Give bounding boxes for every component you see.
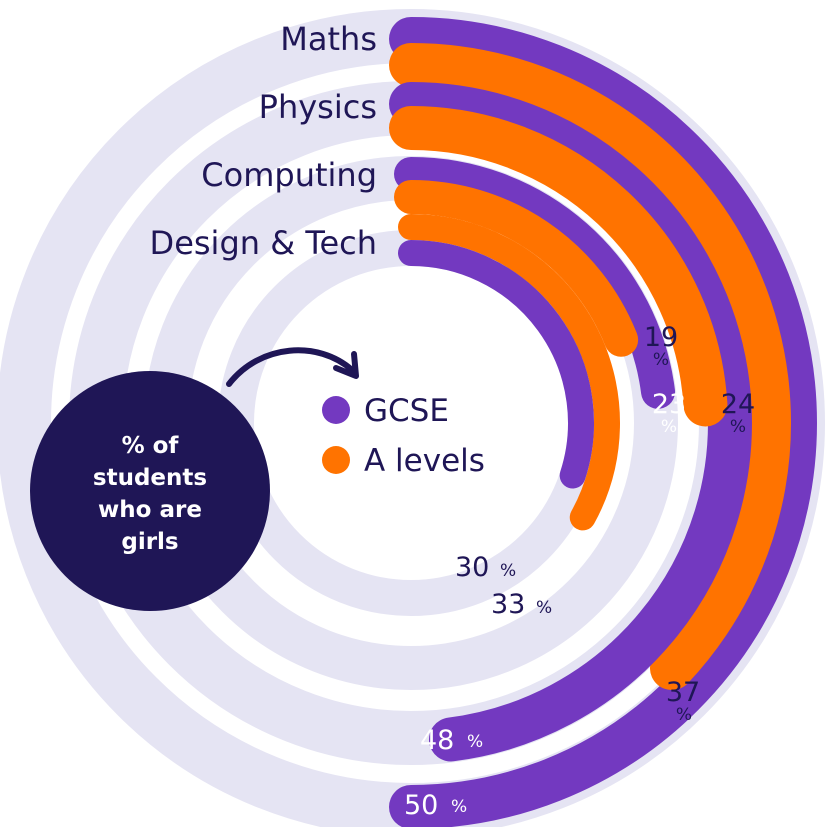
value-labels: 50 % 48 % 37 % 24 % 19 % 23 % 30 [404, 322, 755, 821]
arrow-icon [226, 347, 355, 387]
legend: GCSE A levels [322, 393, 485, 479]
bar-computing-alevels [394, 180, 639, 357]
value-label-physics-gcse: 48 % [420, 725, 483, 756]
value-number: 19 [644, 322, 678, 353]
value-unit: % [676, 705, 692, 725]
bar-physics-alevels [389, 106, 728, 427]
bar-design-tech-gcse [398, 240, 594, 489]
bar-computing-gcse [394, 157, 676, 409]
value-unit: % [467, 732, 483, 752]
legend-swatch-alevels [322, 446, 350, 474]
value-label-maths-gcse: 50 % [404, 790, 467, 821]
value-unit: % [536, 598, 552, 618]
category-label-maths: Maths [280, 20, 377, 58]
category-label-computing: Computing [201, 156, 377, 194]
value-number: 37 [666, 677, 700, 708]
value-unit: % [730, 417, 746, 437]
value-number: 33 [491, 589, 525, 620]
bar-maths-gcse [389, 17, 817, 829]
value-label-maths-alevels: 37 % [666, 677, 700, 725]
value-label-computing-gcse: 23 % [652, 389, 686, 437]
value-label-computing-alevels: 19 % [644, 322, 678, 370]
value-unit: % [451, 797, 467, 817]
value-number: 50 [404, 790, 438, 821]
bar-maths-alevels [389, 43, 791, 691]
legend-label-gcse: GCSE [364, 393, 449, 429]
arrow-head-icon [333, 351, 359, 379]
value-label-design-tech-gcse: 30 % [455, 552, 516, 583]
legend-swatch-gcse [322, 396, 350, 424]
value-number: 24 [721, 389, 755, 420]
note-line-3: who are [98, 497, 202, 523]
bar-physics-gcse [389, 82, 752, 762]
ring-bars [389, 17, 817, 829]
bar-design-tech-alevels [398, 214, 620, 531]
note-line-4: girls [121, 529, 178, 555]
category-labels: Maths Physics Computing Design & Tech [150, 20, 377, 262]
value-unit: % [661, 417, 677, 437]
category-label-design-tech: Design & Tech [150, 224, 377, 262]
value-number: 30 [455, 552, 489, 583]
category-label-physics: Physics [259, 88, 377, 126]
note-circle [30, 371, 270, 611]
legend-label-alevels: A levels [364, 443, 485, 479]
note-callout: % of students who are girls [30, 347, 359, 611]
value-label-design-tech-alevels: 33 % [491, 589, 552, 620]
note-line-1: % of [122, 433, 180, 459]
value-number: 23 [652, 389, 686, 420]
value-number: 48 [420, 725, 454, 756]
value-label-physics-alevels: 24 % [721, 389, 755, 437]
note-line-2: students [93, 465, 207, 491]
value-unit: % [653, 350, 669, 370]
value-unit: % [500, 561, 516, 581]
